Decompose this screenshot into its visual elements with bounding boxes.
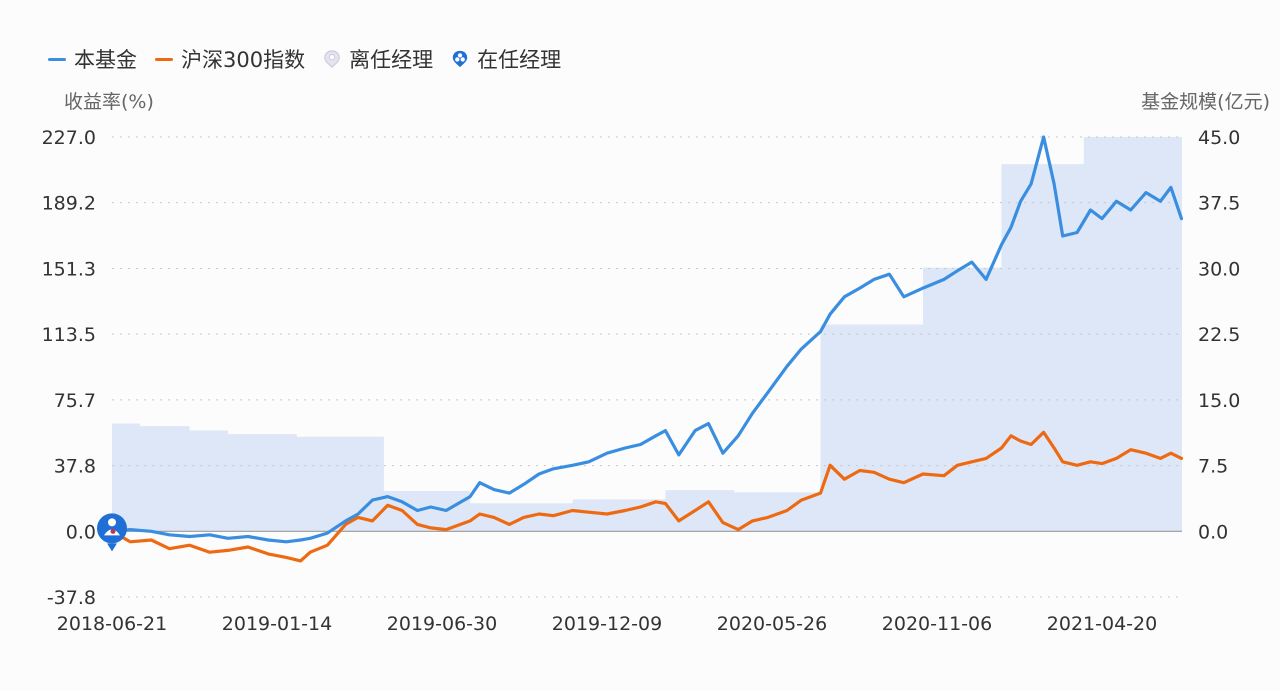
- y2-tick-label: 7.5: [1198, 456, 1228, 478]
- legend-label-fund: 本基金: [74, 48, 137, 72]
- chart-legend: 本基金 沪深300指数 离任经理 在任经理: [48, 44, 561, 74]
- former-manager-pin-icon: [324, 50, 340, 68]
- x-tick-label: 2019-01-14: [222, 613, 332, 635]
- series-lines: [110, 135, 1184, 563]
- left-axis-ticks: 227.0 189.2 151.3 113.5 75.7 37.8 0.0 -37.8: [42, 127, 96, 609]
- y-tick-label: 75.7: [54, 390, 96, 412]
- y2-tick-label: 15.0: [1198, 390, 1240, 412]
- y-tick-label: 151.3: [42, 259, 96, 281]
- fund-scale-area: [112, 137, 1182, 532]
- y2-tick-label: 22.5: [1198, 324, 1240, 346]
- x-tick-label: 2020-05-26: [717, 613, 827, 635]
- right-axis-title: 基金规模(亿元): [1141, 91, 1270, 113]
- legend-item-fund[interactable]: 本基金: [48, 44, 137, 74]
- y2-tick-label: 0.0: [1198, 521, 1228, 543]
- legend-item-former-manager[interactable]: 离任经理: [323, 44, 433, 74]
- y-tick-label: 227.0: [42, 127, 96, 149]
- x-tick-label: 2021-04-20: [1047, 613, 1157, 635]
- manager-pin-icon: [97, 513, 127, 544]
- legend-item-index[interactable]: 沪深300指数: [155, 44, 305, 74]
- y-tick-label: 37.8: [54, 456, 96, 478]
- current-manager-marker[interactable]: [97, 513, 127, 552]
- x-tick-label: 2019-12-09: [552, 613, 662, 635]
- scale-step-area: [112, 137, 1182, 532]
- fund-line-icon: [48, 57, 66, 61]
- index-line-icon: [155, 57, 173, 61]
- y2-tick-label: 45.0: [1198, 127, 1240, 149]
- grid-lines: [112, 136, 1182, 598]
- x-tick-label: 2018-06-21: [57, 613, 167, 635]
- legend-label-former-manager: 离任经理: [349, 48, 434, 72]
- current-manager-pin-icon: [452, 50, 468, 68]
- right-axis-ticks: 45.0 37.5 30.0 22.5 15.0 7.5 0.0: [1198, 127, 1240, 543]
- y-tick-label: 113.5: [42, 324, 96, 346]
- y-tick-label: -37.8: [47, 587, 96, 609]
- y-tick-label: 189.2: [42, 193, 96, 215]
- x-axis-ticks: 2018-06-21 2019-01-14 2019-06-30 2019-12-09…: [57, 613, 1157, 635]
- legend-item-current-manager[interactable]: 在任经理: [451, 44, 561, 74]
- left-axis-title: 收益率(%): [64, 91, 154, 113]
- x-tick-label: 2019-06-30: [387, 613, 497, 635]
- index-return-line: [110, 430, 1184, 563]
- legend-label-current-manager: 在任经理: [477, 48, 562, 72]
- y-tick-label: 0.0: [66, 521, 96, 543]
- y2-tick-label: 37.5: [1198, 193, 1240, 215]
- legend-label-index: 沪深300指数: [181, 48, 306, 72]
- y2-tick-label: 30.0: [1198, 258, 1240, 280]
- fund-return-line: [110, 135, 1184, 544]
- x-tick-label: 2020-11-06: [882, 613, 992, 635]
